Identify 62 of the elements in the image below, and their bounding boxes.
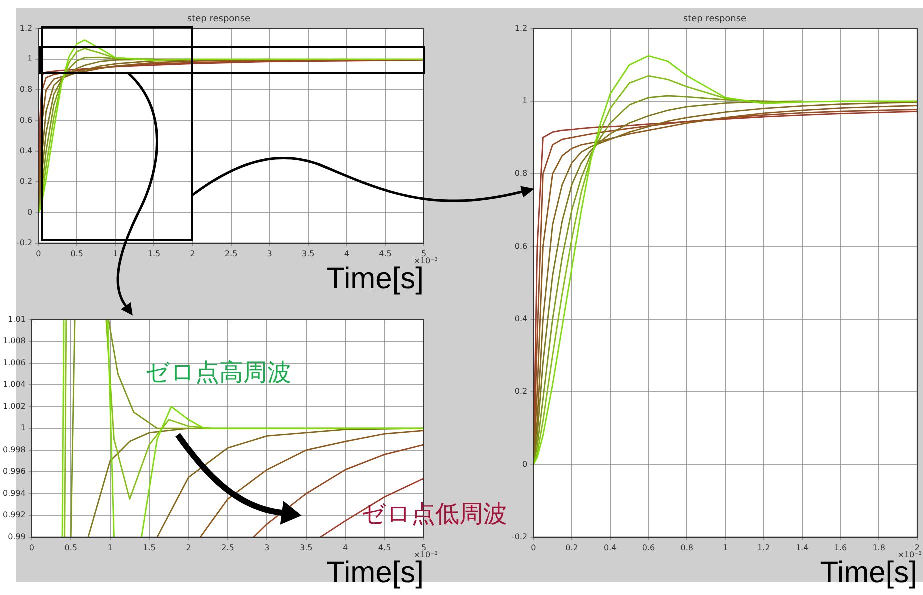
y-tick-label: 1.008 [2,336,26,346]
chart-title: step response [683,14,748,25]
x-tick-label: 1.5 [148,249,161,258]
y-tick-label: 0 [28,208,33,217]
y-tick-label: 1.2 [514,24,528,33]
y-tick-label: 0.2 [514,387,528,396]
x-tick-label: 3 [267,249,272,258]
x-tick-label: 5 [421,543,427,552]
y-tick-label: 0.2 [20,177,33,186]
x-tick-label: 1.2 [758,543,770,552]
x-tick-label: 2.5 [222,543,234,552]
x-tick-label: 0.5 [64,543,78,552]
x-tick-label: 0 [531,543,536,552]
x-tick-label: 0.8 [680,543,694,552]
x-tick-label: 5 [421,249,427,258]
x-tick-label: 2 [914,543,920,552]
y-tick-label: 0.8 [20,85,33,94]
y-tick-label: 0.8 [514,169,528,178]
x-tick-label: 3.5 [300,543,313,552]
x-tick-label: 1 [722,543,728,552]
y-tick-label: 1.002 [2,402,26,411]
annotation: ゼロ点高周波 [146,358,292,386]
x-tick-label: 1.4 [796,543,809,552]
x-tick-label: 1.5 [143,543,156,552]
x-tick-label: 0.2 [566,543,578,552]
y-tick-label: 1 [522,96,528,106]
y-tick-label: 0.4 [20,146,33,156]
y-tick-label: 1.006 [2,358,26,368]
x-tick-label: 3 [264,543,270,552]
x-tick-label: 4.5 [379,249,392,258]
x-tick-label: 4 [344,249,350,258]
y-tick-label: 1.004 [2,380,26,390]
y-tick-label: 1 [28,54,33,64]
y-tick-label: 0.4 [514,314,528,324]
x-tick-label: 1.6 [834,543,848,552]
x-tick-label: 0.4 [604,543,617,552]
y-tick-label: 0.996 [2,467,26,476]
x-tick-label: 2 [190,249,196,258]
x-tick-label: 1 [113,249,118,258]
y-tick-label: 1.2 [20,24,33,33]
y-tick-label: 1.01 [8,314,26,324]
x-tick-label: 0 [36,249,42,258]
x-tick-label: 0.5 [70,249,84,258]
y-tick-label: 0.994 [2,488,26,498]
x-tick-label: 1.8 [872,543,886,552]
x-tick-label: 0.6 [642,543,656,552]
x-tick-label: 4.5 [378,543,392,552]
y-tick-label: -0.2 [512,532,528,542]
x-tick-label: 2 [186,543,192,552]
x-tick-label: 4 [343,543,348,552]
y-tick-label: -0.2 [17,238,33,248]
y-tick-label: 0.998 [2,445,26,454]
y-tick-label: 0 [522,460,528,469]
chart-title: step response [187,14,252,25]
x-tick-label: 2.5 [224,249,238,258]
y-tick-label: 0.6 [20,116,33,125]
x-tick-label: 1 [108,543,113,552]
y-tick-label: 1 [20,424,26,433]
y-tick-label: 0.992 [2,510,26,520]
x-tick-label: 3.5 [302,249,315,258]
y-tick-label: 0.6 [514,242,528,251]
y-tick-label: 0.99 [8,532,26,542]
